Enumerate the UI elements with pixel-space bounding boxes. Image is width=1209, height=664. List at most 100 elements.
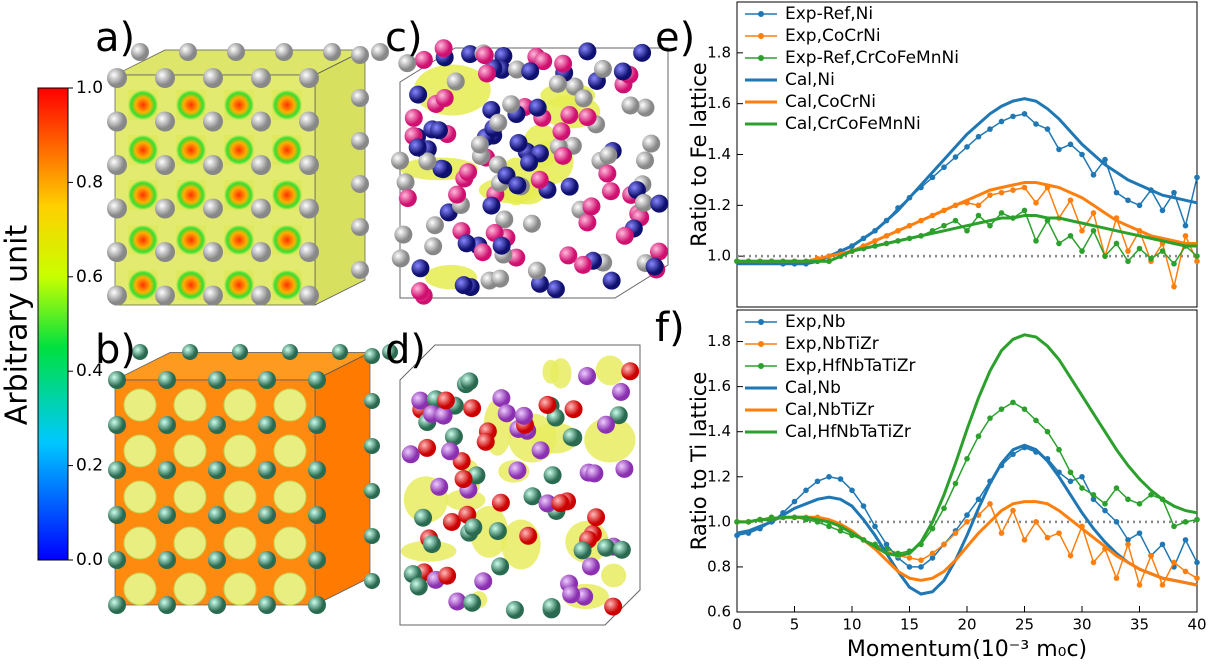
atom (492, 389, 511, 408)
data-point (1056, 446, 1062, 453)
atom (562, 585, 581, 604)
y-tick-label: 1.6 (707, 377, 731, 395)
data-point (1182, 568, 1189, 575)
legend-marker (758, 319, 764, 325)
series-line (737, 181, 1197, 263)
atom (182, 344, 198, 360)
density-pore (223, 388, 257, 422)
data-point (1090, 559, 1097, 566)
data-point (1033, 417, 1039, 424)
data-point (1136, 202, 1143, 209)
atom (409, 577, 428, 596)
atom (108, 506, 126, 524)
atom (158, 371, 176, 389)
data-point (1182, 519, 1189, 525)
y-axis-label: Ratio to Ti lattice (687, 372, 711, 551)
atom (434, 406, 453, 425)
atom (108, 596, 126, 614)
atom (107, 68, 127, 88)
structure-renderings (107, 39, 669, 626)
density-pore (273, 388, 307, 422)
atom (155, 68, 175, 88)
panel-label: d) (385, 327, 426, 373)
atom (559, 246, 578, 265)
data-point (1079, 485, 1085, 491)
atom (411, 259, 430, 278)
x-tick-label: 5 (790, 616, 800, 634)
data-point (1021, 111, 1028, 117)
atom (351, 261, 369, 279)
colorbar-tick-label: 0.0 (76, 550, 103, 570)
atom (308, 596, 326, 614)
atom (650, 194, 669, 213)
atom (574, 255, 593, 274)
atom (107, 285, 127, 306)
atom (432, 159, 451, 178)
atom (158, 506, 176, 524)
data-point (860, 503, 867, 509)
atom (155, 242, 175, 262)
data-point (975, 202, 982, 209)
atom (438, 566, 457, 585)
atom (542, 598, 561, 617)
data-point (906, 564, 913, 570)
atom (578, 42, 597, 61)
data-point (1113, 575, 1120, 581)
atom (282, 344, 298, 360)
data-point (1067, 469, 1074, 476)
atom (642, 134, 661, 153)
data-point (1125, 248, 1131, 254)
atom (382, 344, 398, 360)
atom (107, 111, 127, 132)
atom (612, 540, 631, 559)
data-point (1113, 485, 1120, 491)
series-line (737, 500, 1198, 587)
atom (491, 557, 510, 576)
atom (459, 163, 478, 182)
data-point (1159, 541, 1166, 548)
atom (548, 74, 567, 93)
atom (633, 43, 652, 62)
atom (457, 234, 476, 253)
series-line (737, 214, 1197, 263)
atom (364, 348, 380, 364)
atom (299, 285, 319, 306)
data-point (998, 530, 1005, 536)
data-point (964, 512, 970, 518)
atom (251, 68, 271, 88)
atom (597, 538, 616, 557)
data-point (1136, 582, 1143, 588)
legend-marker (758, 363, 764, 369)
atom (155, 198, 175, 219)
colorbar-label: Arbitrary unit (0, 225, 35, 426)
density-pore (173, 572, 207, 606)
atom (418, 438, 437, 457)
colorbar-tick-label: 1.0 (76, 78, 103, 98)
atom (551, 494, 570, 513)
density-pore (223, 572, 257, 606)
data-point (1171, 283, 1177, 290)
legend-marker (758, 55, 764, 61)
atom (208, 596, 226, 614)
legend-label: Cal,CrCoFeMnNi (785, 114, 921, 134)
data-point (1194, 174, 1200, 181)
data-point (1148, 492, 1154, 498)
density-square (128, 180, 158, 210)
atom (554, 146, 573, 165)
density-pore (173, 480, 207, 514)
density-square (224, 90, 254, 120)
legend-label: Exp,CoCrNi (785, 26, 881, 46)
atom (562, 428, 581, 447)
data-point (1194, 253, 1200, 259)
x-axis-label: Momentum(10⁻³ m₀c) (847, 637, 1087, 662)
atom (494, 46, 513, 65)
atom (158, 461, 176, 479)
atom (107, 198, 127, 219)
atom (489, 113, 508, 132)
data-point (1194, 516, 1200, 523)
atom (158, 416, 176, 434)
data-point (1033, 238, 1039, 244)
atom (585, 464, 604, 483)
